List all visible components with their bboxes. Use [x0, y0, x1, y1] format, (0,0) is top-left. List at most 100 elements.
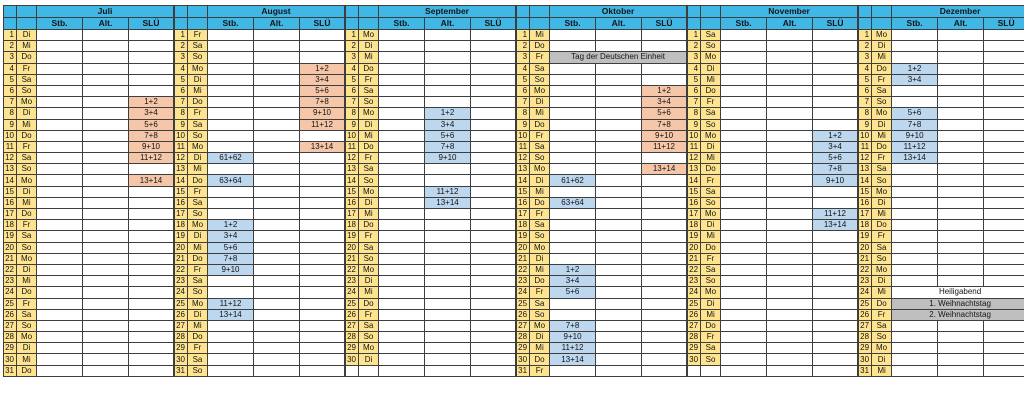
cell-stb[interactable]: [207, 62, 254, 75]
cell-stb[interactable]: [378, 342, 425, 355]
weekday-label[interactable]: Do: [358, 140, 379, 154]
weekday-label[interactable]: Di: [529, 174, 551, 187]
weekday-label[interactable]: Di: [871, 275, 893, 288]
day-number[interactable]: 13: [3, 163, 17, 176]
cell-alt[interactable]: [253, 207, 300, 221]
weekday-label[interactable]: Do: [358, 219, 379, 232]
day-number[interactable]: 26: [174, 308, 188, 321]
cell-slu[interactable]: [128, 308, 174, 321]
cell-stb[interactable]: [378, 297, 425, 310]
empty-cell[interactable]: [345, 364, 359, 377]
cell-slu[interactable]: [983, 62, 1024, 75]
day-number[interactable]: 15: [3, 185, 17, 198]
cell-stb[interactable]: [378, 319, 425, 333]
cell-alt[interactable]: [424, 263, 471, 277]
cell-slu[interactable]: [469, 107, 517, 120]
cell-slu[interactable]: [128, 196, 174, 210]
header-blank[interactable]: [16, 5, 37, 18]
day-number[interactable]: 30: [174, 353, 188, 366]
month-title[interactable]: Juli: [36, 5, 174, 18]
cell-stb[interactable]: [207, 286, 254, 299]
weekday-label[interactable]: Di: [358, 196, 379, 210]
cell-slu[interactable]: [469, 207, 517, 221]
cell-slu[interactable]: [469, 219, 517, 232]
cell-alt[interactable]: [82, 286, 129, 299]
header-blank[interactable]: [345, 17, 359, 30]
cell-alt[interactable]: [766, 331, 814, 344]
day-number[interactable]: 17: [345, 207, 359, 221]
cell-slu[interactable]: [641, 252, 688, 265]
cell-stb[interactable]: 11+12: [549, 342, 597, 355]
cell-slu[interactable]: [469, 40, 517, 53]
cell-alt[interactable]: [253, 73, 300, 86]
cell-stb[interactable]: [720, 308, 768, 321]
cell-stb[interactable]: [549, 73, 597, 86]
cell-stb[interactable]: [720, 342, 768, 355]
day-number[interactable]: 27: [345, 319, 359, 333]
cell-alt[interactable]: [937, 73, 985, 86]
cell-stb[interactable]: [720, 219, 768, 232]
cell-alt[interactable]: [766, 286, 814, 299]
weekday-label[interactable]: Mi: [700, 152, 722, 165]
cell-alt[interactable]: [937, 252, 985, 265]
cell-alt[interactable]: [937, 263, 985, 277]
day-number[interactable]: 4: [3, 62, 17, 75]
weekday-label[interactable]: Sa: [358, 163, 379, 176]
weekday-label[interactable]: Mi: [358, 51, 379, 64]
day-number[interactable]: 9: [858, 118, 873, 131]
weekday-label[interactable]: Mo: [871, 107, 893, 120]
cell-stb[interactable]: [36, 129, 83, 142]
weekday-label[interactable]: Mo: [529, 241, 551, 254]
cell-alt[interactable]: [595, 275, 643, 288]
cell-slu[interactable]: [299, 196, 345, 210]
cell-alt[interactable]: [424, 84, 471, 98]
cell-stb[interactable]: [207, 342, 254, 355]
cell-alt[interactable]: [766, 118, 814, 131]
cell-stb[interactable]: [720, 152, 768, 165]
cell-slu[interactable]: [469, 286, 517, 299]
weekday-label[interactable]: Mo: [358, 107, 379, 120]
day-number[interactable]: 19: [516, 230, 531, 243]
cell-alt[interactable]: 1+2: [424, 107, 471, 120]
cell-slu[interactable]: [299, 342, 345, 355]
weekday-label[interactable]: Mo: [16, 252, 37, 265]
cell-alt[interactable]: [82, 241, 129, 254]
cell-stb[interactable]: [36, 62, 83, 75]
cell-stb[interactable]: [378, 40, 425, 53]
cell-alt[interactable]: [937, 40, 985, 53]
day-number[interactable]: 18: [345, 219, 359, 232]
cell-slu[interactable]: [299, 308, 345, 321]
cell-stb[interactable]: [36, 28, 83, 42]
cell-alt[interactable]: [253, 230, 300, 243]
weekday-label[interactable]: Sa: [700, 342, 722, 355]
cell-alt[interactable]: [595, 107, 643, 120]
weekday-label[interactable]: Mo: [529, 163, 551, 176]
cell-slu[interactable]: [812, 107, 859, 120]
weekday-label[interactable]: Di: [358, 353, 379, 366]
weekday-label[interactable]: Mi: [529, 28, 551, 42]
cell-slu[interactable]: [983, 185, 1024, 198]
weekday-label[interactable]: Fr: [358, 152, 379, 165]
cell-alt[interactable]: [766, 353, 814, 366]
cell-alt[interactable]: [253, 364, 300, 377]
day-number[interactable]: 23: [858, 275, 873, 288]
cell-slu[interactable]: [812, 342, 859, 355]
cell-alt[interactable]: [766, 275, 814, 288]
cell-slu[interactable]: [469, 297, 517, 310]
weekday-label[interactable]: Di: [871, 40, 893, 53]
day-number[interactable]: 7: [858, 96, 873, 109]
cell-stb[interactable]: 7+8: [891, 118, 939, 131]
cell-alt[interactable]: [937, 152, 985, 165]
cell-slu[interactable]: [641, 319, 688, 333]
cell-alt[interactable]: [424, 342, 471, 355]
day-number[interactable]: 28: [345, 331, 359, 344]
cell-slu[interactable]: [299, 353, 345, 366]
weekday-label[interactable]: Fr: [700, 252, 722, 265]
cell-stb[interactable]: 1+2: [207, 219, 254, 232]
header-blank[interactable]: [700, 5, 722, 18]
day-number[interactable]: 19: [687, 230, 702, 243]
cell-slu[interactable]: [812, 252, 859, 265]
cell-slu[interactable]: [983, 275, 1024, 288]
header-blank[interactable]: [358, 5, 379, 18]
column-header-slu[interactable]: SLÜ: [299, 17, 345, 30]
